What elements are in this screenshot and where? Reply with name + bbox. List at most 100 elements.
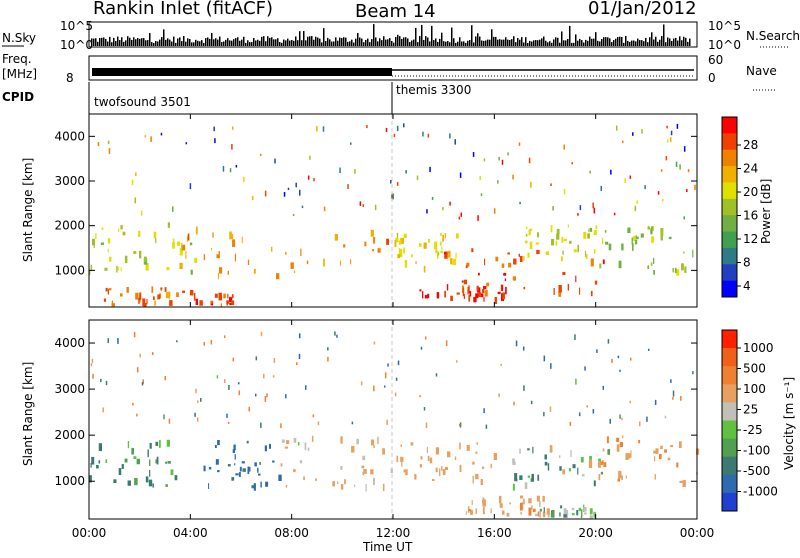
noise-bar: [615, 38, 617, 46]
rti-cell: [105, 287, 108, 292]
rti-cell: [600, 471, 603, 475]
noise-bar: [345, 37, 347, 46]
rti-cell: [664, 449, 667, 453]
colorbar-swatch: [722, 149, 737, 167]
noise-bar: [561, 31, 563, 46]
noise-bar: [647, 42, 649, 46]
rti-cell: [440, 232, 442, 237]
rti-cell: [577, 244, 579, 253]
noise-bar: [553, 39, 555, 46]
rti-cell: [347, 184, 349, 189]
rti-cell: [429, 166, 431, 173]
noise-bar: [369, 42, 371, 46]
rti-cell: [234, 253, 237, 262]
noise-bar: [399, 36, 401, 46]
rti-cell: [364, 241, 367, 247]
noise-bar: [273, 39, 275, 46]
rti-cell: [419, 395, 421, 398]
noise-bar: [211, 32, 213, 46]
rti-cell: [248, 406, 251, 412]
rti-cell: [343, 244, 346, 248]
rti-cell: [284, 446, 289, 449]
rti-cell: [519, 502, 523, 511]
rti-cell: [692, 249, 694, 258]
velocity-data: [89, 331, 700, 519]
noise-bar: [257, 39, 259, 46]
rti-cell: [613, 212, 616, 216]
rti-cell: [155, 441, 159, 446]
noise-bar: [597, 40, 599, 46]
rti-cell: [351, 445, 355, 453]
noise-bar: [363, 42, 365, 46]
rti-cell: [683, 146, 686, 152]
rti-cell: [231, 477, 235, 481]
rti-cell: [231, 143, 233, 150]
colorbar-swatch: [722, 166, 737, 183]
rti-cell: [427, 293, 430, 299]
rti-cell: [304, 442, 307, 451]
rti-cell: [543, 507, 545, 513]
rti-cell: [515, 340, 518, 347]
noise-bar: [91, 38, 93, 46]
rti-cell: [544, 461, 548, 466]
rti-cell: [527, 448, 530, 451]
rti-cell: [283, 191, 286, 197]
rti-cell: [563, 188, 566, 195]
noise-bar: [427, 37, 429, 46]
rti-cell: [105, 380, 108, 386]
noise-bar: [129, 37, 131, 46]
colorbar-swatch: [722, 438, 737, 458]
rti-cell: [501, 159, 504, 165]
rti-cell: [559, 455, 561, 459]
noise-bar: [433, 40, 435, 46]
rti-cell: [307, 175, 310, 180]
rti-cell: [483, 296, 485, 302]
rti-cell: [323, 206, 326, 212]
rti-cell: [664, 415, 667, 419]
noise-bar: [455, 42, 457, 46]
rti-cell: [327, 356, 329, 362]
rti-cell: [246, 440, 249, 444]
noise-bar: [577, 40, 579, 46]
rti-cell: [618, 260, 622, 269]
rti-cell: [211, 247, 213, 251]
rti-cell: [463, 279, 468, 285]
rti-cell: [135, 172, 137, 177]
noise-bar: [159, 39, 161, 46]
rti-cell: [134, 197, 136, 204]
noise-bar: [121, 37, 123, 46]
rti-cell: [273, 358, 276, 363]
rti-cell: [652, 257, 655, 264]
noise-bar: [619, 36, 621, 46]
rti-cell: [446, 451, 451, 458]
noise-bar: [265, 41, 267, 46]
noise-bar: [403, 37, 405, 46]
rti-cell: [372, 249, 375, 252]
rti-cell: [632, 132, 634, 136]
noise-bar: [669, 38, 671, 46]
noise-bar: [191, 42, 193, 46]
noise-bar: [431, 25, 433, 46]
rti-cell: [616, 444, 620, 452]
rti-cell: [414, 473, 417, 480]
rti-cell: [223, 293, 226, 299]
noise-bar: [173, 36, 175, 46]
noise-bar: [497, 39, 499, 46]
rti-cell: [179, 262, 183, 270]
rti-cell: [186, 236, 188, 242]
rti-cell: [419, 464, 422, 468]
rti-cell: [593, 511, 596, 518]
rti-cell: [394, 239, 397, 248]
rti-cell: [421, 291, 424, 299]
noise-bar: [137, 38, 139, 46]
noise-bar: [395, 37, 397, 46]
rti-cell: [410, 442, 414, 446]
noise-bar: [343, 37, 345, 46]
rti-cell: [624, 178, 626, 184]
rti-cell: [525, 233, 528, 237]
rti-cell: [477, 292, 482, 298]
rti-cell: [182, 290, 186, 293]
rti-cell: [523, 286, 526, 290]
noise-bar: [477, 33, 479, 46]
rti-cell: [599, 263, 602, 269]
